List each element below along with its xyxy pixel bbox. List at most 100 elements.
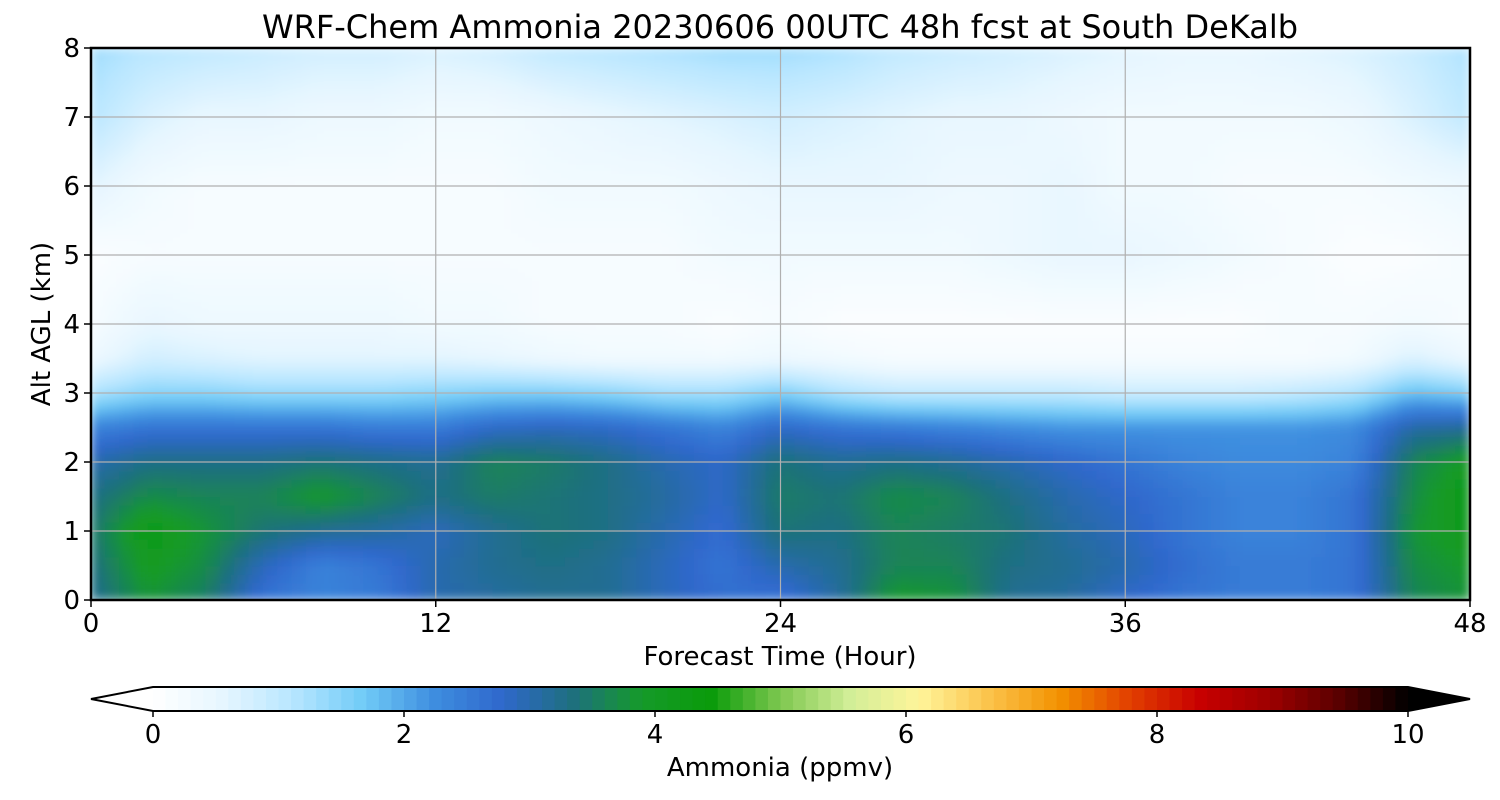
heatmap-cell — [478, 487, 494, 498]
heatmap-cell — [406, 297, 422, 308]
heatmap-cell — [722, 340, 738, 351]
heatmap-cell — [262, 168, 279, 178]
heatmap-cell — [722, 323, 738, 334]
heatmap-cell — [1440, 159, 1457, 170]
heatmap-cell — [550, 323, 566, 334]
heatmap-cell — [291, 496, 307, 506]
heatmap-cell — [176, 461, 193, 472]
heatmap-cell — [607, 565, 623, 575]
heatmap-cell — [808, 427, 825, 437]
heatmap-cell — [435, 418, 451, 429]
heatmap-cell — [521, 504, 537, 515]
heatmap-cell — [1196, 444, 1212, 454]
heatmap-cell — [205, 573, 221, 584]
heatmap-cell — [1009, 435, 1026, 446]
heatmap-cell — [1139, 513, 1155, 523]
heatmap-cell — [507, 289, 523, 299]
heatmap-cell — [966, 280, 983, 291]
heatmap-cell — [981, 194, 997, 204]
heatmap-cell — [521, 418, 537, 429]
heatmap-cell — [119, 487, 135, 498]
heatmap-cell — [162, 427, 178, 437]
heatmap-cell — [478, 444, 494, 454]
heatmap-cell — [1024, 340, 1040, 351]
heatmap-cell — [636, 556, 652, 567]
heatmap-cell — [665, 202, 681, 213]
heatmap-cell — [808, 556, 825, 567]
heatmap-cell — [176, 271, 193, 282]
heatmap-cell — [147, 323, 164, 334]
heatmap-cell — [938, 176, 954, 187]
heatmap-cell — [722, 245, 738, 256]
heatmap-cell — [550, 530, 566, 541]
heatmap-cell — [636, 211, 652, 222]
heatmap-cell — [679, 332, 695, 342]
heatmap-cell — [133, 142, 149, 153]
heatmap-cell — [1110, 521, 1126, 532]
heatmap-cell — [693, 521, 710, 532]
heatmap-cell — [880, 427, 896, 437]
heatmap-cell — [564, 513, 580, 523]
heatmap-cell — [1354, 159, 1370, 170]
heatmap-cell — [650, 245, 667, 256]
heatmap-cell — [564, 418, 580, 429]
heatmap-cell — [205, 314, 221, 325]
heatmap-cell — [1268, 418, 1284, 429]
heatmap-cell — [708, 349, 724, 360]
heatmap-cell — [923, 496, 940, 506]
heatmap-cell — [420, 427, 437, 437]
heatmap-cell — [564, 539, 580, 549]
heatmap-cell — [1282, 289, 1299, 299]
heatmap-cell — [91, 254, 106, 265]
heatmap-cell — [736, 220, 753, 230]
heatmap-cell — [435, 366, 451, 377]
heatmap-cell — [377, 185, 394, 196]
heatmap-cell — [1153, 478, 1169, 489]
heatmap-cell — [1426, 573, 1442, 584]
heatmap-cell — [363, 323, 379, 334]
heatmap-cell — [1440, 340, 1457, 351]
heatmap-cell — [277, 461, 293, 472]
heatmap-cell — [722, 409, 738, 420]
heatmap-cell — [492, 366, 509, 377]
heatmap-cell — [751, 513, 767, 523]
heatmap-cell — [1397, 435, 1414, 446]
heatmap-cell — [1110, 427, 1126, 437]
heatmap-cell — [1225, 461, 1241, 472]
heatmap-cell — [894, 323, 911, 334]
heatmap-cell — [593, 470, 609, 480]
heatmap-cell — [1268, 254, 1284, 265]
heatmap-cell — [463, 590, 480, 600]
heatmap-cell — [1081, 306, 1098, 316]
heatmap-cell — [277, 487, 293, 498]
heatmap-cell — [1426, 530, 1442, 541]
heatmap-cell — [837, 245, 853, 256]
heatmap-cell — [1383, 194, 1399, 204]
heatmap-cell — [1340, 151, 1356, 161]
heatmap-cell — [1067, 159, 1083, 170]
heatmap-cell — [938, 358, 954, 368]
heatmap-cell — [91, 168, 106, 178]
heatmap-cell — [176, 332, 193, 342]
heatmap-cell — [995, 271, 1011, 282]
heatmap-cell — [1354, 194, 1370, 204]
heatmap-cell — [507, 409, 523, 420]
heatmap-cell — [1397, 513, 1414, 523]
heatmap-cell — [219, 289, 236, 299]
heatmap-cell — [133, 556, 149, 567]
heatmap-cell — [1383, 263, 1399, 273]
heatmap-cell — [1268, 237, 1284, 247]
heatmap-cell — [1139, 547, 1155, 558]
heatmap-cell — [492, 237, 509, 247]
heatmap-cell — [751, 237, 767, 247]
heatmap-cell — [722, 573, 738, 584]
heatmap-cell — [1340, 332, 1356, 342]
heatmap-cell — [535, 358, 552, 368]
heatmap-cell — [1268, 409, 1284, 420]
heatmap-cell — [823, 409, 839, 420]
heatmap-cell — [794, 220, 810, 230]
heatmap-cell — [234, 323, 250, 334]
heatmap-cell — [909, 383, 925, 394]
heatmap-cell — [1210, 289, 1227, 299]
